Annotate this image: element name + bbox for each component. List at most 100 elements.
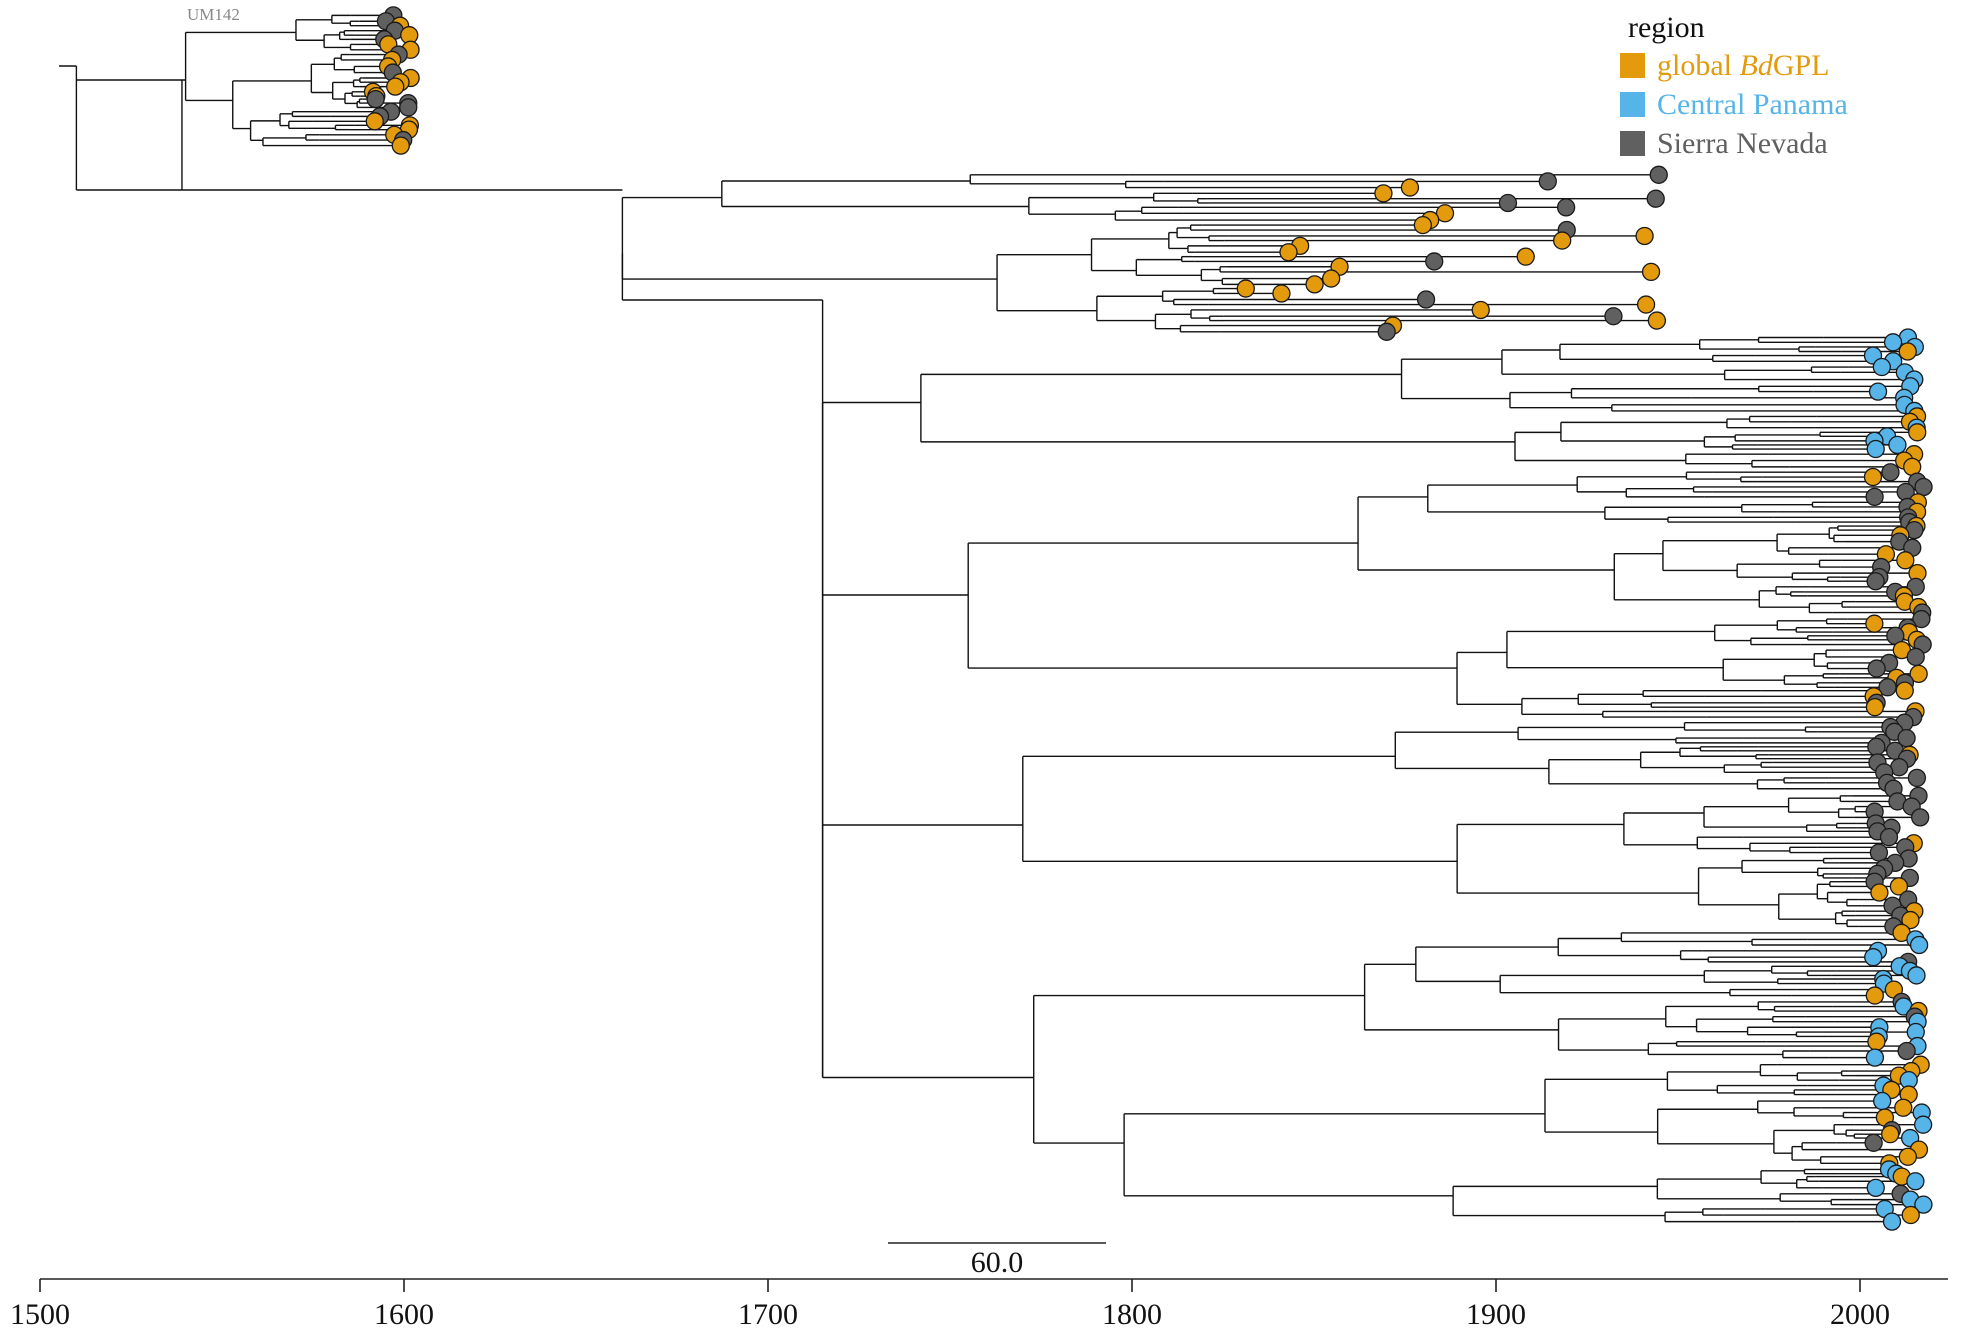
tip-marker — [1907, 768, 1927, 788]
tip-marker — [1641, 262, 1661, 282]
tip-marker — [1279, 243, 1298, 262]
legend-swatch-sierra — [1620, 131, 1645, 156]
tip-marker — [1913, 1115, 1933, 1134]
tip-marker — [1865, 697, 1885, 717]
legend-label-panama: Central Panama — [1657, 87, 1848, 121]
tip-marker — [1879, 828, 1899, 847]
tip-marker — [1553, 231, 1572, 250]
tip-marker — [1866, 439, 1885, 459]
axis-tick-label: 1700 — [738, 1298, 798, 1331]
tip-marker — [1867, 1032, 1886, 1051]
axis-tick-label: 1500 — [10, 1298, 70, 1331]
tip-marker — [1272, 284, 1291, 303]
tip-marker — [366, 89, 385, 109]
tip-marker — [1647, 311, 1667, 330]
tip-marker — [1897, 1041, 1916, 1061]
tip-marker — [1907, 966, 1926, 985]
outgroup-label: UM142 — [187, 5, 240, 24]
axis-tick-label: 1800 — [1102, 1298, 1162, 1331]
tip-marker — [1864, 1133, 1883, 1152]
tip-marker — [1866, 1178, 1885, 1198]
scale-bar: 60.0 — [888, 1242, 1106, 1279]
legend: region global BdGPL Central Panama Sierr… — [1620, 10, 1848, 163]
tip-marker — [1872, 357, 1891, 377]
tip-marker — [1646, 189, 1665, 208]
tip-marker — [1863, 467, 1883, 487]
tip-marker — [1649, 165, 1668, 184]
tip-marker — [1865, 487, 1884, 507]
tip-marker — [1635, 226, 1654, 246]
axis-tick-label: 1900 — [1466, 1298, 1526, 1331]
axis-tick-label: 1600 — [374, 1298, 434, 1331]
tip-marker — [1236, 279, 1255, 298]
tip-marker — [1888, 435, 1907, 455]
tree-tips — [363, 6, 1933, 1231]
tip-marker — [1906, 1172, 1925, 1191]
tip-marker — [1425, 252, 1444, 271]
legend-label-sierra: Sierra Nevada — [1657, 126, 1828, 160]
tip-marker — [1865, 614, 1884, 633]
axis-tick-label: 2000 — [1830, 1298, 1890, 1331]
tip-marker — [1636, 295, 1656, 314]
tip-marker — [1516, 247, 1535, 266]
tip-marker — [1909, 664, 1928, 684]
tip-marker — [1901, 910, 1920, 930]
tip-marker — [1883, 333, 1903, 352]
tip-marker — [1866, 572, 1885, 591]
tip-marker — [1881, 463, 1900, 482]
tip-marker — [1413, 215, 1433, 235]
legend-label-global: global BdGPL — [1657, 48, 1830, 82]
tip-marker — [1895, 681, 1914, 700]
legend-title: region — [1628, 11, 1705, 44]
tip-marker — [1538, 172, 1557, 191]
tip-marker — [1322, 269, 1341, 288]
tip-marker — [1914, 477, 1933, 497]
tip-marker — [1894, 1098, 1913, 1117]
tip-marker — [1881, 1124, 1900, 1144]
tip-marker — [1377, 322, 1396, 341]
tip-marker — [1898, 342, 1917, 361]
tip-marker — [1604, 307, 1623, 326]
tip-marker — [1868, 382, 1888, 401]
legend-item-panama: Central Panama — [1620, 85, 1848, 124]
tip-marker — [1889, 877, 1909, 896]
tip-marker — [1556, 198, 1576, 217]
tip-marker — [399, 98, 418, 117]
tip-marker — [1870, 883, 1889, 902]
tip-marker — [1864, 948, 1883, 967]
legend-item-sierra: Sierra Nevada — [1620, 124, 1848, 163]
tip-marker — [1498, 193, 1518, 213]
tip-marker — [1416, 290, 1436, 309]
tree-branches — [59, 14, 1922, 1223]
tip-marker — [1896, 551, 1915, 570]
tip-marker — [1471, 300, 1490, 320]
tip-marker — [1374, 184, 1393, 203]
tip-marker — [1867, 659, 1886, 678]
tip-marker — [1914, 1195, 1933, 1214]
tip-marker — [1873, 1091, 1892, 1111]
tip-marker — [1400, 178, 1420, 197]
tip-marker — [1435, 204, 1455, 223]
tip-marker — [1912, 609, 1931, 629]
tip-marker — [1898, 1147, 1917, 1166]
time-axis: 1500 1600 1700 1800 1900 2000 — [10, 1278, 1948, 1331]
tip-marker — [1911, 808, 1930, 827]
tip-marker — [1882, 1212, 1902, 1231]
tip-marker — [1867, 737, 1886, 756]
tip-marker — [1865, 986, 1884, 1005]
legend-swatch-global — [1620, 53, 1645, 78]
tip-marker — [1906, 647, 1925, 667]
tip-marker — [1865, 1048, 1885, 1067]
tip-marker — [365, 112, 384, 131]
legend-swatch-panama — [1620, 92, 1645, 117]
tip-marker — [386, 77, 405, 96]
tip-marker — [391, 136, 410, 155]
tip-marker — [1909, 935, 1929, 955]
legend-item-global: global BdGPL — [1620, 46, 1848, 85]
tip-marker — [1901, 1205, 1920, 1225]
tip-marker — [1869, 843, 1889, 862]
scale-bar-label: 60.0 — [971, 1246, 1024, 1279]
tip-marker — [1908, 423, 1927, 442]
tip-marker — [1305, 275, 1324, 294]
